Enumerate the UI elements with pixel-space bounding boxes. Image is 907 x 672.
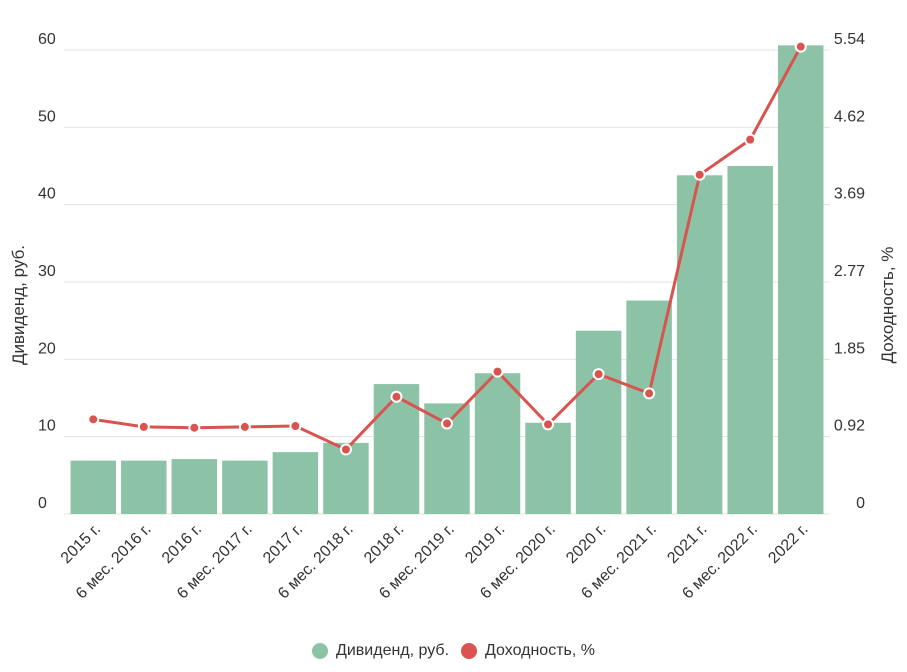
y-right-tick-label: 3.69 [834, 186, 865, 203]
y-left-tick-label: 20 [38, 340, 56, 357]
y-right-axis-title: Доходность, % [878, 247, 897, 364]
yield-point[interactable] [491, 365, 504, 378]
line-series [87, 40, 807, 456]
yield-point[interactable] [188, 421, 201, 434]
yield-point[interactable] [542, 418, 555, 431]
yield-point[interactable] [289, 420, 302, 433]
legend-dividend-label: Дивиденд, руб. [336, 642, 450, 659]
legend-yield-label: Доходность, % [485, 642, 595, 659]
bar[interactable] [575, 330, 622, 514]
legend-yield-marker-icon [461, 643, 478, 659]
y-right-tick-label: 4.62 [834, 108, 865, 125]
x-tick-label: 2016 г. [159, 521, 205, 567]
x-axis-ticks: 2015 г.6 мес. 2016 г. 2016 г.6 мес. 2017 … [58, 521, 812, 603]
bar[interactable] [70, 460, 117, 514]
x-tick-label: 2020 г. [563, 521, 609, 567]
y-left-tick-label: 50 [38, 108, 56, 125]
right-axis-ticks: 0 0.92 1.85 2.77 3.69 4.62 5.54 [834, 31, 865, 512]
legend: Дивиденд, руб. Доходность, % [0, 642, 907, 660]
yield-point[interactable] [238, 420, 251, 433]
y-left-tick-label: 40 [38, 186, 56, 203]
grid-lines [64, 49, 830, 515]
y-left-axis-title: Дивиденд, руб. [9, 245, 28, 365]
bar[interactable] [474, 373, 521, 514]
bar[interactable] [676, 175, 723, 514]
y-right-tick-label: 1.85 [834, 340, 865, 357]
left-axis-ticks: 0 10 20 30 40 50 60 [38, 31, 56, 512]
yield-point[interactable] [592, 368, 605, 381]
y-right-tick-label: 5.54 [834, 31, 865, 48]
y-left-tick-label: 10 [38, 418, 56, 435]
bar[interactable] [171, 459, 218, 514]
x-tick-label: 2018 г. [361, 521, 407, 567]
x-tick-label: 2015 г. [58, 521, 104, 567]
yield-point[interactable] [643, 387, 656, 400]
yield-point[interactable] [87, 413, 100, 426]
bar-series [70, 45, 824, 515]
yield-point[interactable] [693, 168, 706, 181]
bar[interactable] [626, 300, 672, 514]
y-right-tick-label: 0 [856, 495, 865, 512]
legend-item-yield[interactable]: Доходность, % [461, 642, 595, 660]
y-right-tick-label: 0.92 [834, 418, 865, 435]
bar[interactable] [272, 452, 319, 514]
bar[interactable] [777, 45, 824, 515]
y-left-tick-label: 0 [38, 495, 47, 512]
x-tick-label: 2022 г. [765, 521, 811, 567]
yield-point[interactable] [390, 390, 403, 403]
yield-point[interactable] [744, 133, 757, 146]
legend-dividend-marker-icon [312, 643, 329, 659]
y-right-tick-label: 2.77 [834, 263, 865, 280]
yield-point[interactable] [441, 417, 453, 430]
y-left-tick-label: 60 [38, 31, 56, 48]
yield-point[interactable] [794, 40, 807, 53]
yield-point[interactable] [137, 420, 150, 433]
y-left-tick-label: 30 [38, 263, 56, 280]
yield-point[interactable] [339, 443, 352, 456]
bar[interactable] [727, 166, 773, 514]
x-tick-label: 2021 г. [664, 521, 710, 567]
bar[interactable] [121, 460, 167, 514]
x-tick-label: 2019 г. [462, 521, 508, 567]
bar[interactable] [222, 460, 268, 514]
bar[interactable] [525, 422, 571, 514]
legend-item-dividend[interactable]: Дивиденд, руб. [312, 642, 449, 660]
x-tick-label: 2017 г. [260, 521, 306, 567]
